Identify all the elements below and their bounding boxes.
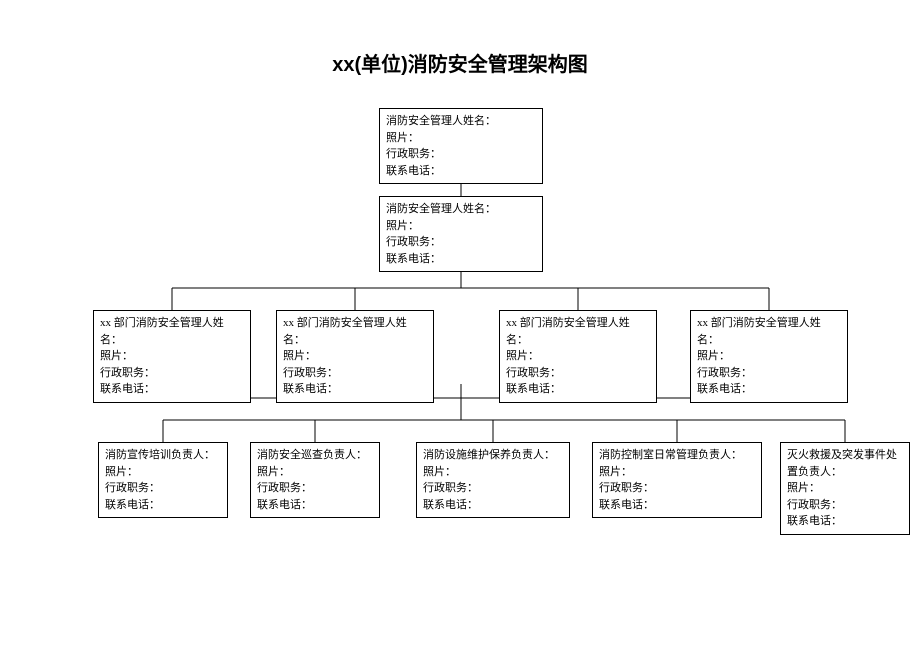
node-line: 行政职务：	[506, 365, 650, 382]
node-line: 照片：	[787, 480, 903, 497]
node-line: 联系电话：	[599, 497, 755, 514]
node-line: 照片：	[386, 130, 536, 147]
node-line: 消防安全管理人姓名：	[386, 113, 536, 130]
node-line: 消防设施维护保养负责人：	[423, 447, 563, 464]
org-node-level4-0: 消防宣传培训负责人：照片：行政职务：联系电话：	[98, 442, 228, 518]
node-line: 行政职务：	[787, 497, 903, 514]
node-line: 行政职务：	[423, 480, 563, 497]
node-line: 联系电话：	[506, 381, 650, 398]
org-node-level4-2: 消防设施维护保养负责人：照片：行政职务：联系电话：	[416, 442, 570, 518]
node-line: 照片：	[423, 464, 563, 481]
org-node-level3-1: xx 部门消防安全管理人姓名：照片：行政职务：联系电话：	[276, 310, 434, 403]
node-line: 行政职务：	[257, 480, 373, 497]
org-node-level3-0: xx 部门消防安全管理人姓名：照片：行政职务：联系电话：	[93, 310, 251, 403]
org-node-level3-2: xx 部门消防安全管理人姓名：照片：行政职务：联系电话：	[499, 310, 657, 403]
node-line: xx 部门消防安全管理人姓名：	[100, 315, 244, 348]
chart-title: xx(单位)消防安全管理架构图	[0, 48, 920, 77]
node-line: xx 部门消防安全管理人姓名：	[506, 315, 650, 348]
node-line: 行政职务：	[283, 365, 427, 382]
node-line: 联系电话：	[386, 251, 536, 268]
node-line: 消防安全巡查负责人：	[257, 447, 373, 464]
node-line: 照片：	[283, 348, 427, 365]
node-line: 照片：	[506, 348, 650, 365]
node-line: 联系电话：	[386, 163, 536, 180]
org-node-level4-4: 灭火救援及突发事件处置负责人：照片：行政职务：联系电话：	[780, 442, 910, 535]
node-line: 照片：	[105, 464, 221, 481]
node-line: 行政职务：	[386, 234, 536, 251]
org-node-level3-3: xx 部门消防安全管理人姓名：照片：行政职务：联系电话：	[690, 310, 848, 403]
node-line: 照片：	[386, 218, 536, 235]
node-line: 行政职务：	[105, 480, 221, 497]
node-line: 联系电话：	[283, 381, 427, 398]
org-node-level2: 消防安全管理人姓名：照片：行政职务：联系电话：	[379, 196, 543, 272]
node-line: 消防宣传培训负责人：	[105, 447, 221, 464]
node-line: 行政职务：	[100, 365, 244, 382]
node-line: 联系电话：	[787, 513, 903, 530]
node-line: 消防控制室日常管理负责人：	[599, 447, 755, 464]
node-line: 联系电话：	[697, 381, 841, 398]
node-line: 照片：	[257, 464, 373, 481]
node-line: 行政职务：	[697, 365, 841, 382]
org-node-level4-3: 消防控制室日常管理负责人：照片：行政职务：联系电话：	[592, 442, 762, 518]
node-line: 联系电话：	[105, 497, 221, 514]
node-line: 照片：	[100, 348, 244, 365]
org-node-level4-1: 消防安全巡查负责人：照片：行政职务：联系电话：	[250, 442, 380, 518]
org-node-level1: 消防安全管理人姓名：照片：行政职务：联系电话：	[379, 108, 543, 184]
node-line: 行政职务：	[386, 146, 536, 163]
node-line: 照片：	[599, 464, 755, 481]
node-line: 灭火救援及突发事件处置负责人：	[787, 447, 903, 480]
node-line: xx 部门消防安全管理人姓名：	[283, 315, 427, 348]
node-line: 行政职务：	[599, 480, 755, 497]
node-line: 联系电话：	[100, 381, 244, 398]
node-line: 联系电话：	[423, 497, 563, 514]
node-line: 联系电话：	[257, 497, 373, 514]
node-line: 照片：	[697, 348, 841, 365]
node-line: xx 部门消防安全管理人姓名：	[697, 315, 841, 348]
node-line: 消防安全管理人姓名：	[386, 201, 536, 218]
